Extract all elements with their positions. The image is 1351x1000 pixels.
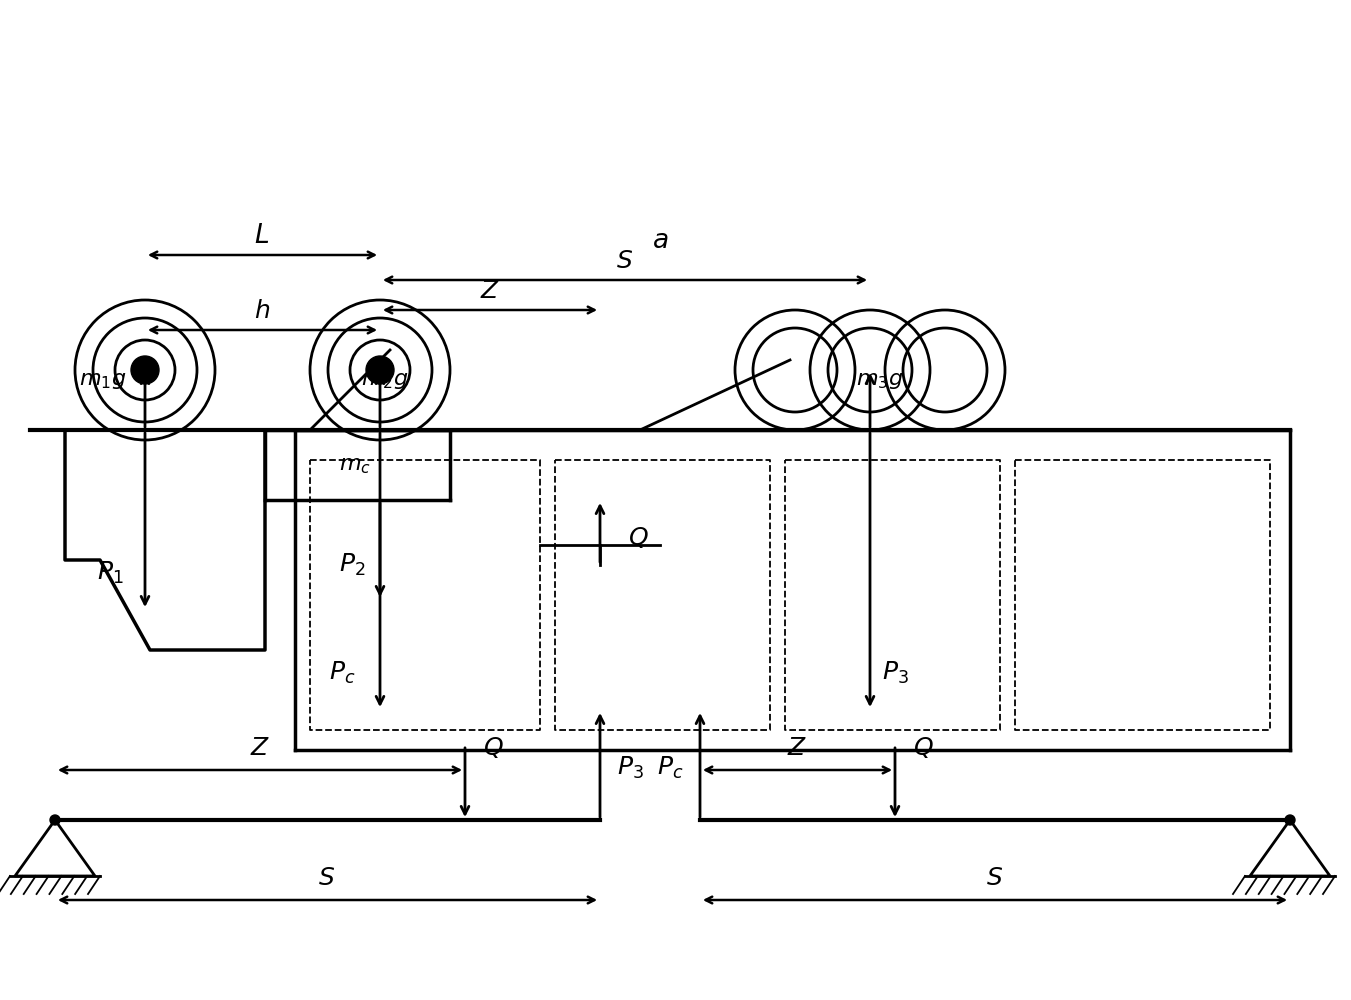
Text: $S$: $S$ [319,866,335,890]
Text: $P_c$: $P_c$ [657,755,684,781]
Text: $Z$: $Z$ [786,736,807,760]
Text: $P_3$: $P_3$ [616,755,643,781]
Text: $P_c$: $P_c$ [328,660,355,686]
Text: $m_3g$: $m_3g$ [857,371,904,391]
Circle shape [366,356,394,384]
Text: $P_3$: $P_3$ [882,660,908,686]
Text: $Q$: $Q$ [913,735,934,760]
Text: $S$: $S$ [616,249,634,273]
Text: $a$: $a$ [651,228,669,254]
Text: $m_1g$: $m_1g$ [80,371,127,391]
Text: $S$: $S$ [986,866,1004,890]
Text: $P_1$: $P_1$ [97,560,123,586]
Circle shape [50,815,59,825]
Text: $P_2$: $P_2$ [339,552,365,578]
Text: $m_c$: $m_c$ [339,456,372,476]
Text: $L$: $L$ [254,223,270,249]
Text: $h$: $h$ [254,299,270,323]
Text: $Q$: $Q$ [628,525,648,550]
Text: $Q$: $Q$ [482,735,504,760]
Text: $m_2g$: $m_2g$ [361,371,409,391]
Circle shape [131,356,159,384]
Text: $Z$: $Z$ [250,736,270,760]
Text: $Z$: $Z$ [480,279,500,303]
Circle shape [1285,815,1296,825]
